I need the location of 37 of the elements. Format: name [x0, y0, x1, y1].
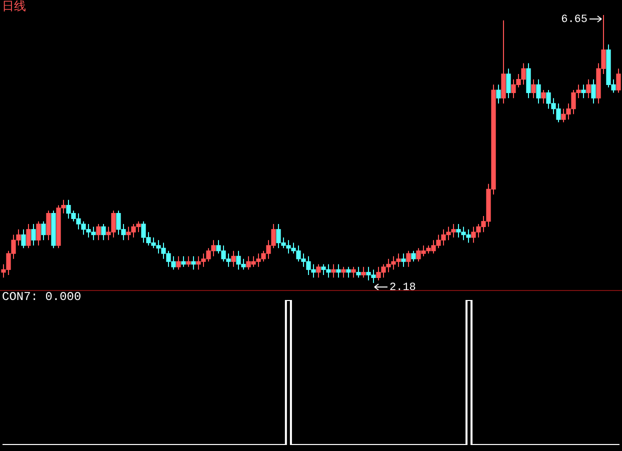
candlestick: [96, 224, 101, 241]
candlestick: [496, 84, 501, 104]
candlestick: [331, 264, 336, 278]
candlestick: [541, 90, 546, 104]
candlestick: [176, 256, 181, 270]
candlestick: [616, 68, 621, 94]
candlestick: [186, 256, 191, 268]
candlestick: [26, 224, 31, 249]
candlestick: [591, 78, 596, 104]
candlestick: [191, 256, 196, 270]
candlestick: [361, 266, 366, 278]
candlestick: [36, 220, 41, 246]
candlestick: [101, 224, 106, 241]
candlestick: [581, 84, 586, 99]
annotation: 6.65: [561, 14, 588, 26]
candlestick: [351, 266, 356, 278]
chart-title: 日线: [2, 0, 26, 14]
candlestick: [31, 224, 36, 246]
candlestick: [341, 266, 346, 278]
candlestick: [506, 68, 511, 99]
candlestick: [46, 210, 51, 241]
candlestick: [316, 264, 321, 278]
candlestick: [231, 250, 236, 268]
candlestick: [401, 253, 406, 268]
candlestick: [41, 220, 46, 241]
candlestick: [21, 228, 26, 249]
candlestick: [346, 266, 351, 278]
candlestick: [531, 78, 536, 99]
candlestick: [336, 264, 341, 278]
candlestick: [406, 250, 411, 268]
candlestick: [536, 78, 541, 104]
candlestick: [356, 266, 361, 278]
candlestick: [586, 78, 591, 99]
chart-title: CON7: 0.000: [2, 290, 82, 304]
candlestick: [411, 250, 416, 262]
candlestick: [181, 256, 186, 268]
annotation: 2.18: [390, 282, 416, 294]
